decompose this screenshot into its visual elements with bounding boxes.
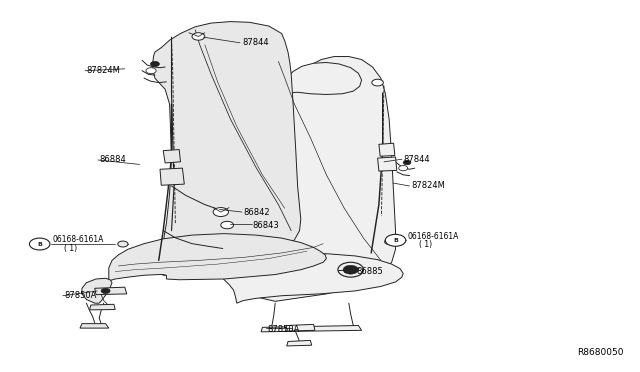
Polygon shape [152, 22, 301, 275]
Circle shape [192, 33, 205, 40]
Text: 86884: 86884 [99, 155, 126, 164]
Text: 06168-6161A: 06168-6161A [52, 235, 104, 244]
Text: 87824M: 87824M [86, 66, 120, 75]
Text: 86842: 86842 [243, 208, 270, 217]
Polygon shape [109, 234, 326, 281]
Text: 87824M: 87824M [411, 182, 445, 190]
Circle shape [372, 79, 383, 86]
Polygon shape [287, 340, 312, 346]
Polygon shape [82, 278, 112, 303]
Polygon shape [80, 324, 109, 328]
Circle shape [399, 166, 408, 171]
Circle shape [338, 262, 364, 277]
Text: ( 1): ( 1) [64, 244, 77, 253]
Circle shape [343, 265, 358, 274]
Circle shape [385, 234, 406, 246]
Circle shape [29, 238, 50, 250]
Circle shape [150, 61, 159, 67]
Text: ( 1): ( 1) [419, 240, 433, 249]
Polygon shape [90, 304, 115, 310]
Polygon shape [221, 254, 403, 303]
Text: B: B [37, 241, 42, 247]
Text: 86885: 86885 [356, 267, 383, 276]
Circle shape [221, 221, 234, 229]
Circle shape [213, 208, 228, 217]
Text: R8680050: R8680050 [577, 348, 624, 357]
Polygon shape [163, 150, 180, 163]
Text: 87844: 87844 [242, 38, 269, 47]
Polygon shape [160, 168, 184, 185]
Polygon shape [261, 326, 362, 332]
Circle shape [146, 68, 156, 74]
Polygon shape [250, 57, 396, 301]
Polygon shape [285, 62, 362, 94]
Text: 87850A: 87850A [268, 325, 300, 334]
Circle shape [101, 288, 110, 294]
Polygon shape [285, 324, 315, 331]
Polygon shape [378, 157, 397, 171]
Polygon shape [379, 143, 395, 156]
Text: 87850A: 87850A [64, 291, 97, 300]
Text: 87844: 87844 [403, 155, 430, 164]
Text: 06168-6161A: 06168-6161A [408, 232, 459, 241]
Circle shape [403, 160, 411, 165]
Text: 86843: 86843 [253, 221, 280, 230]
Text: B: B [393, 238, 398, 243]
Circle shape [385, 239, 394, 244]
Circle shape [118, 241, 128, 247]
Polygon shape [95, 287, 127, 295]
